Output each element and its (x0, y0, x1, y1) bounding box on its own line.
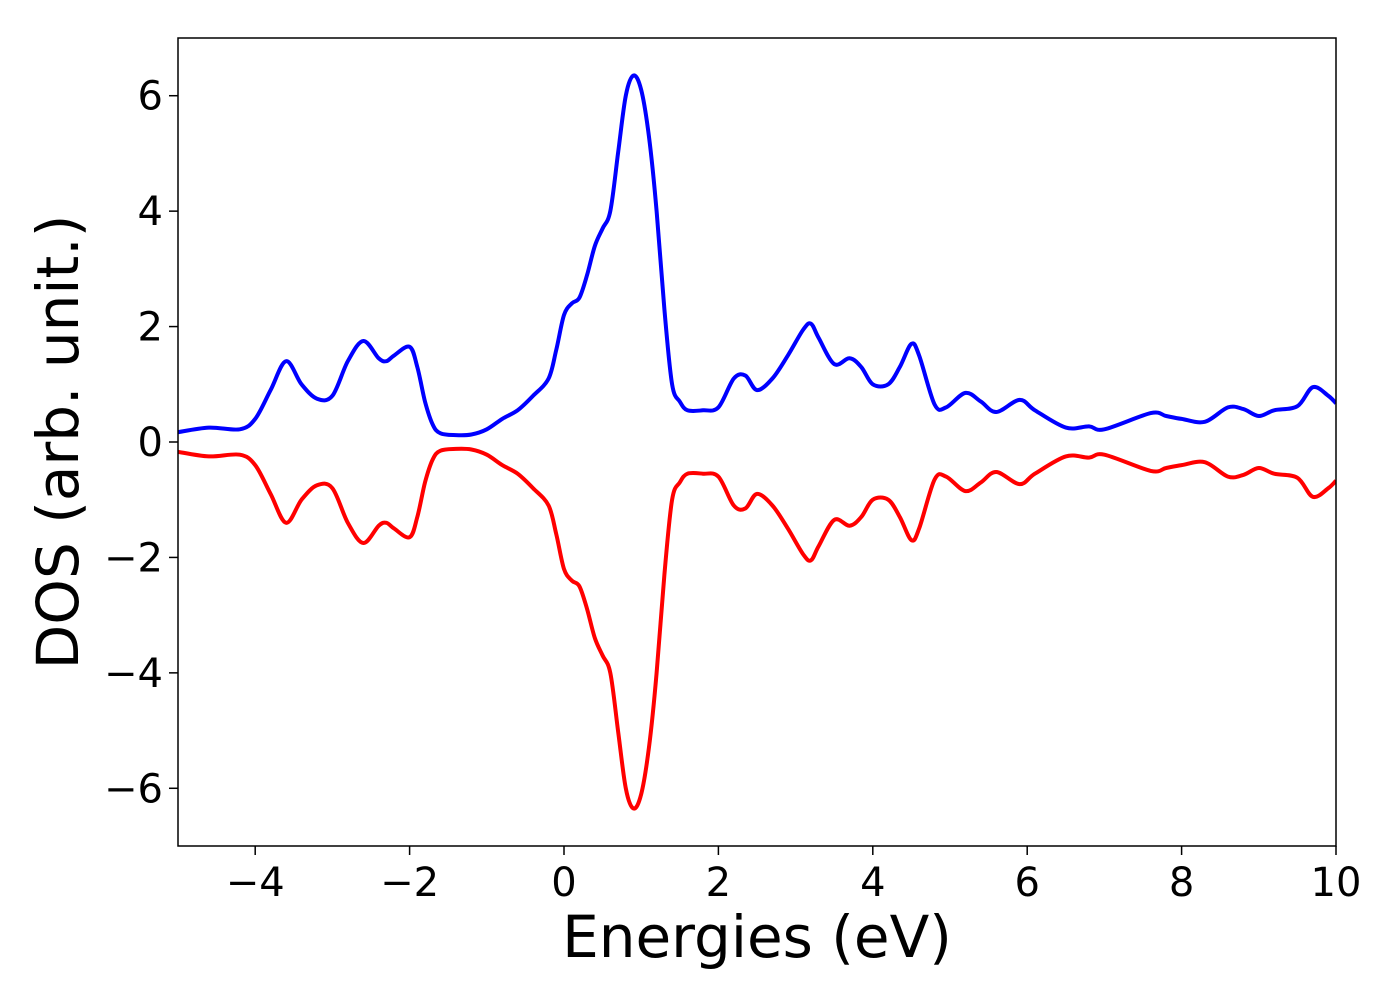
series-layer (178, 73, 1336, 811)
series-line-upper (178, 73, 1336, 438)
x-tick-label: −2 (380, 860, 439, 906)
plot-frame (177, 37, 1337, 847)
y-tick-label: 4 (138, 189, 163, 235)
x-axis-ticks: −4 −2 0 2 4 6 8 10 (226, 846, 1362, 906)
x-tick-label: 0 (551, 860, 576, 906)
y-tick-label: 0 (138, 420, 163, 466)
x-tick-label: −4 (226, 860, 285, 906)
x-tick-label: 6 (1014, 860, 1039, 906)
y-tick-label: 2 (138, 305, 163, 351)
y-axis-label: DOS (arb. unit.) (24, 215, 92, 670)
x-tick-label: 4 (860, 860, 885, 906)
series-line-lower (178, 446, 1336, 811)
y-tick-label: −4 (104, 651, 163, 697)
y-tick-label: 6 (138, 74, 163, 120)
x-tick-label: 8 (1169, 860, 1194, 906)
x-axis-label: Energies (eV) (562, 903, 952, 971)
y-axis-ticks: −6 −4 −2 0 2 4 6 (104, 74, 178, 812)
x-tick-label: 2 (706, 860, 731, 906)
x-tick-label: 10 (1311, 860, 1362, 906)
y-tick-label: −6 (104, 766, 163, 812)
y-tick-label: −2 (104, 535, 163, 581)
